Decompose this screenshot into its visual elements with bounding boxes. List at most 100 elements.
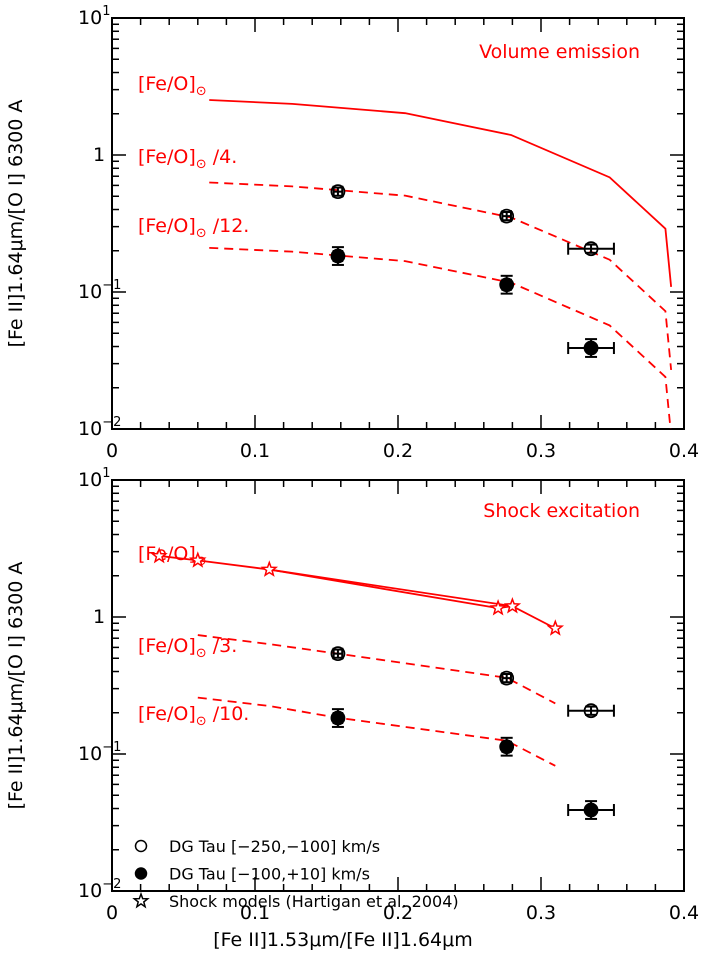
legend: DG Tau [−250,−100] km/s DG Tau [−100,+10]… [132, 837, 459, 911]
data-point-filled-circle [330, 708, 346, 728]
y-tick-base: 1 [93, 144, 105, 166]
data-point-open-circle [330, 646, 346, 662]
plot-frame [111, 479, 685, 892]
legend-open-circle-icon [134, 839, 148, 853]
data-point-open-circle [567, 703, 615, 719]
y-tick-label: 101 [78, 466, 110, 491]
open-circle-marker [330, 646, 346, 662]
panel-annotation: Volume emission [479, 41, 640, 63]
model-label-text: [Fe/O] [138, 215, 196, 237]
model-label-suffix: /10. [207, 703, 250, 725]
model-label-suffix: /12. [207, 215, 250, 237]
x-tick-label: 0.1 [240, 440, 270, 462]
shock-model-line [197, 559, 270, 571]
model-label-suffix: /3. [207, 635, 238, 657]
open-circle-marker [330, 184, 346, 200]
y-tick-label: 10−1 [78, 278, 121, 303]
model-label: [Fe/O]⊙ /12. [138, 215, 249, 241]
shock-model-star [150, 546, 168, 564]
y-tick-base: 10 [78, 418, 102, 440]
open-circle-marker [583, 241, 599, 257]
shock-model-line [269, 568, 513, 608]
model-label: [Fe/O]⊙ /3. [138, 635, 237, 661]
y-tick-exponent: 1 [102, 4, 110, 19]
filled-circle-marker [583, 802, 599, 818]
open-circle-marker [583, 703, 599, 719]
y-axis-label: [Fe II]1.64μm/[O I] 6300 A [5, 562, 27, 810]
model-label-text: [Fe/O] [138, 73, 196, 95]
y-tick-base: 10 [78, 7, 102, 29]
model-label: [Fe/O]⊙ /4. [138, 146, 237, 172]
model-label-text: [Fe/O] [138, 703, 196, 725]
data-point-filled-circle [499, 274, 515, 295]
shock-model-line [511, 605, 556, 630]
y-tick-base: 10 [78, 281, 102, 303]
shock-model-star [489, 599, 507, 616]
y-tick-base: 10 [78, 743, 102, 765]
y-tick-exponent: −2 [102, 877, 121, 892]
y-tick-label: 1 [93, 144, 105, 166]
data-point-open-circle [330, 184, 346, 200]
model-line-dashed [209, 181, 673, 370]
data-point-open-circle [499, 208, 515, 224]
y-tick-label: 10−2 [78, 877, 121, 902]
sun-symbol: ⊙ [196, 714, 207, 729]
legend-label: DG Tau [−250,−100] km/s [169, 837, 380, 856]
x-tick-label: 0 [106, 440, 118, 462]
data-point-open-circle [499, 670, 515, 686]
x-tick-label: 0 [106, 902, 118, 924]
sun-symbol: ⊙ [196, 157, 207, 172]
sun-symbol: ⊙ [196, 84, 207, 99]
filled-circle-marker [499, 277, 515, 293]
x-tick-label: 0.3 [526, 902, 556, 924]
open-circle-marker [499, 670, 515, 686]
x-tick-label: 0.4 [669, 440, 699, 462]
filled-circle-marker [330, 248, 346, 264]
x-tick-label: 0.1 [240, 902, 270, 924]
data-point-filled-circle [330, 246, 346, 266]
x-axis-label: [Fe II]1.53μm/[Fe II]1.64μm [213, 929, 473, 951]
x-tick-label: 0.2 [383, 902, 413, 924]
open-circle-marker [499, 208, 515, 224]
x-tick-label: 0.4 [669, 902, 699, 924]
model-label-text: [Fe/O] [138, 543, 196, 565]
y-tick-label: 10−2 [78, 415, 121, 440]
filled-circle-marker [583, 340, 599, 356]
sun-symbol: ⊙ [196, 226, 207, 241]
legend-label: Shock models (Hartigan et al. 2004) [169, 892, 459, 911]
legend-filled-circle-icon [134, 867, 148, 880]
legend-label: DG Tau [−100,+10] km/s [169, 865, 370, 884]
y-tick-base: 1 [93, 606, 105, 628]
plot-frame [111, 17, 685, 430]
model-label-suffix: /4. [207, 146, 238, 168]
y-tick-exponent: −2 [102, 415, 121, 430]
filled-circle-marker [499, 739, 515, 755]
data-point-filled-circle [567, 338, 615, 358]
y-tick-exponent: −1 [102, 740, 121, 755]
y-tick-label: 10−1 [78, 740, 121, 765]
y-tick-label: 1 [93, 606, 105, 628]
model-line-solid [209, 99, 673, 287]
x-tick-label: 0.3 [526, 440, 556, 462]
y-tick-base: 10 [78, 469, 102, 491]
data-point-open-circle [567, 241, 615, 257]
y-tick-label: 101 [78, 4, 110, 29]
model-line-dashed [209, 246, 672, 429]
model-label: [Fe/O]⊙ [138, 73, 207, 99]
model-label-text: [Fe/O] [138, 635, 196, 657]
y-tick-exponent: −1 [102, 278, 121, 293]
filled-circle-marker [330, 710, 346, 726]
model-label-text: [Fe/O] [138, 146, 196, 168]
panel-annotation: Shock excitation [483, 500, 640, 522]
model-line-dashed [197, 634, 556, 705]
shock-model-star [503, 597, 522, 614]
legend-star-icon [132, 891, 150, 909]
data-point-filled-circle [499, 736, 515, 757]
shock-model-star [260, 560, 279, 577]
shock-model-star [546, 619, 565, 636]
x-tick-label: 0.2 [383, 440, 413, 462]
model-label: [Fe/O]⊙ /10. [138, 703, 249, 729]
